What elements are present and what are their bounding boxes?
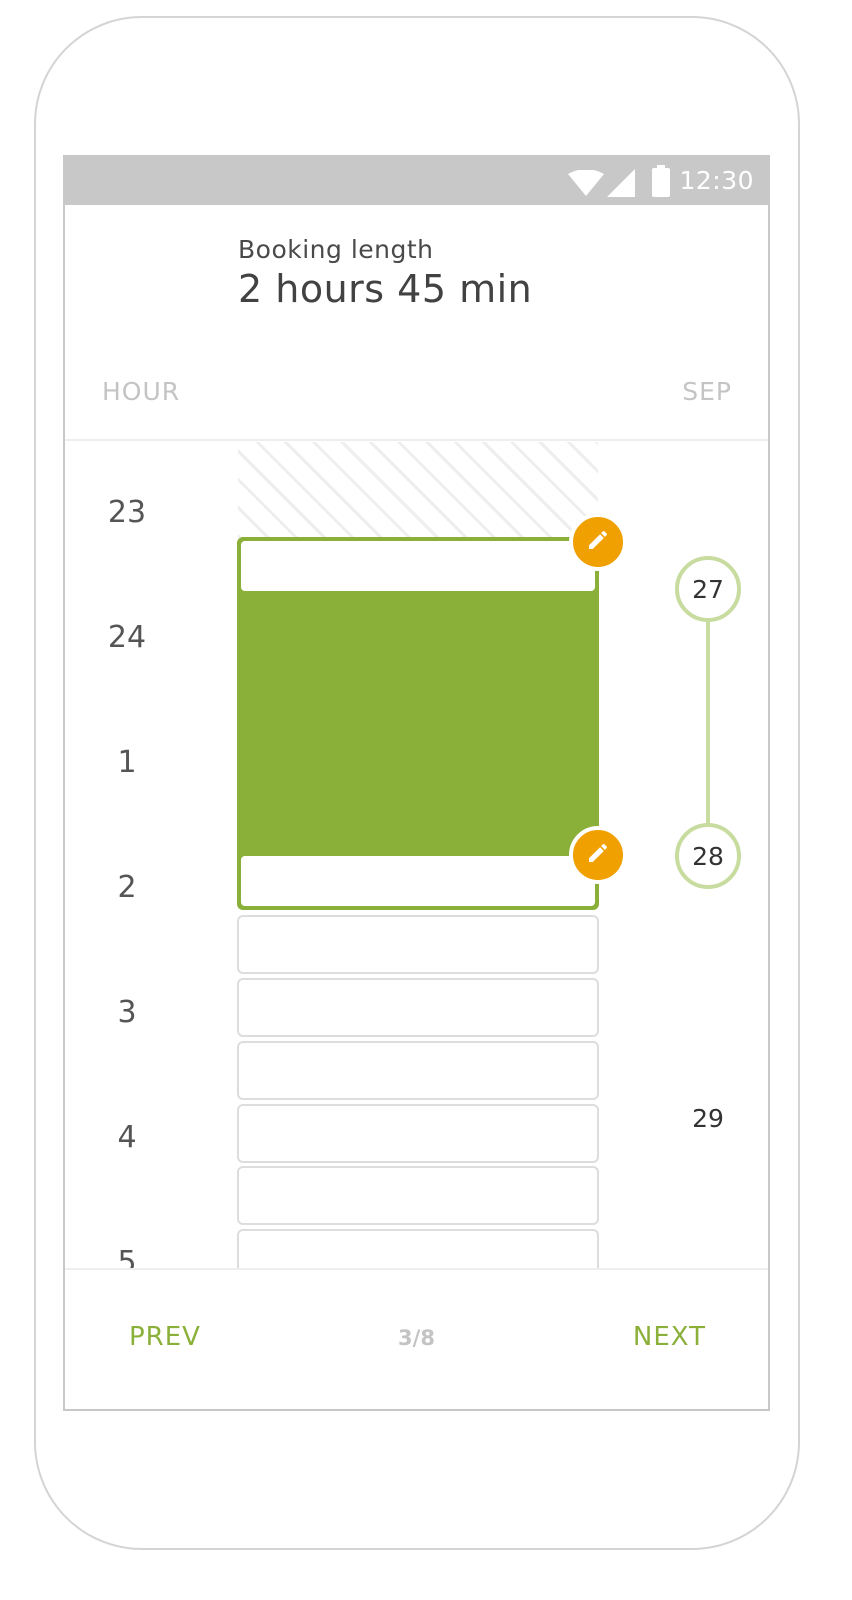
time-slot[interactable] — [237, 1104, 599, 1163]
hour-label: 5 — [117, 1245, 137, 1270]
phone-screen: 12:30 Booking length 2 hours 45 min HOUR… — [63, 155, 770, 1411]
selection-end-slot[interactable] — [241, 856, 595, 906]
day-end-marker[interactable]: 28 — [675, 823, 741, 889]
header-divider — [65, 439, 768, 441]
time-slot[interactable] — [237, 978, 599, 1037]
booking-length-label: Booking length — [238, 235, 434, 264]
prev-button[interactable]: PREV — [129, 1322, 201, 1352]
time-slot[interactable] — [237, 1166, 599, 1225]
edit-start-handle[interactable] — [569, 513, 627, 571]
day-range-connector — [706, 619, 710, 830]
booking-length-value: 2 hours 45 min — [238, 267, 533, 311]
time-slot[interactable] — [237, 915, 599, 974]
unavailable-hatch-area — [238, 442, 598, 538]
time-slot[interactable] — [237, 1041, 599, 1100]
edit-end-handle[interactable] — [569, 826, 627, 884]
next-button[interactable]: NEXT — [632, 1322, 706, 1352]
selected-booking-range[interactable] — [237, 537, 599, 910]
cell-signal-icon — [607, 169, 635, 201]
day-start-marker[interactable]: 27 — [675, 556, 741, 622]
footer-navigation: PREV 3/8 NEXT — [65, 1270, 768, 1409]
day-label[interactable]: 29 — [692, 1104, 724, 1133]
hour-label: 23 — [107, 495, 147, 530]
month-column-label: SEP — [682, 377, 732, 406]
hour-label: 3 — [117, 995, 137, 1030]
status-time: 12:30 — [679, 166, 754, 195]
pencil-icon — [586, 528, 610, 556]
hour-label: 4 — [117, 1120, 137, 1155]
page-indicator: 3/8 — [398, 1326, 435, 1350]
hour-column-label: HOUR — [102, 377, 181, 406]
hour-label: 1 — [117, 745, 137, 780]
footer-divider — [65, 1268, 768, 1270]
hour-label: 24 — [107, 620, 147, 655]
pencil-icon — [586, 841, 610, 869]
time-slot[interactable] — [237, 1229, 599, 1270]
battery-icon — [651, 165, 671, 201]
selection-start-slot[interactable] — [241, 541, 595, 591]
time-slot-list[interactable]: 23 24 1 2 3 4 5 27 28 29 — [65, 442, 768, 1270]
hour-label: 2 — [117, 870, 137, 905]
status-bar: 12:30 — [65, 157, 768, 205]
wifi-icon — [568, 169, 604, 200]
